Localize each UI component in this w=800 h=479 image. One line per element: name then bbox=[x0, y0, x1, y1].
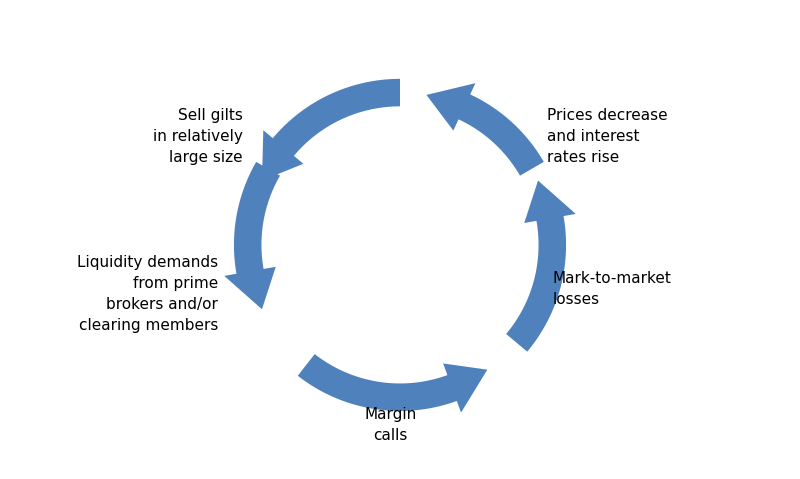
Polygon shape bbox=[224, 162, 280, 309]
Text: Margin
calls: Margin calls bbox=[364, 407, 416, 443]
Polygon shape bbox=[262, 79, 400, 181]
Text: Sell gilts
in relatively
large size: Sell gilts in relatively large size bbox=[153, 108, 242, 165]
Text: Liquidity demands
from prime
brokers and/or
clearing members: Liquidity demands from prime brokers and… bbox=[77, 255, 218, 333]
Polygon shape bbox=[426, 83, 544, 176]
Text: Mark-to-market
losses: Mark-to-market losses bbox=[552, 271, 671, 307]
Polygon shape bbox=[506, 181, 576, 352]
Text: Prices decrease
and interest
rates rise: Prices decrease and interest rates rise bbox=[547, 108, 668, 165]
Polygon shape bbox=[298, 354, 487, 412]
